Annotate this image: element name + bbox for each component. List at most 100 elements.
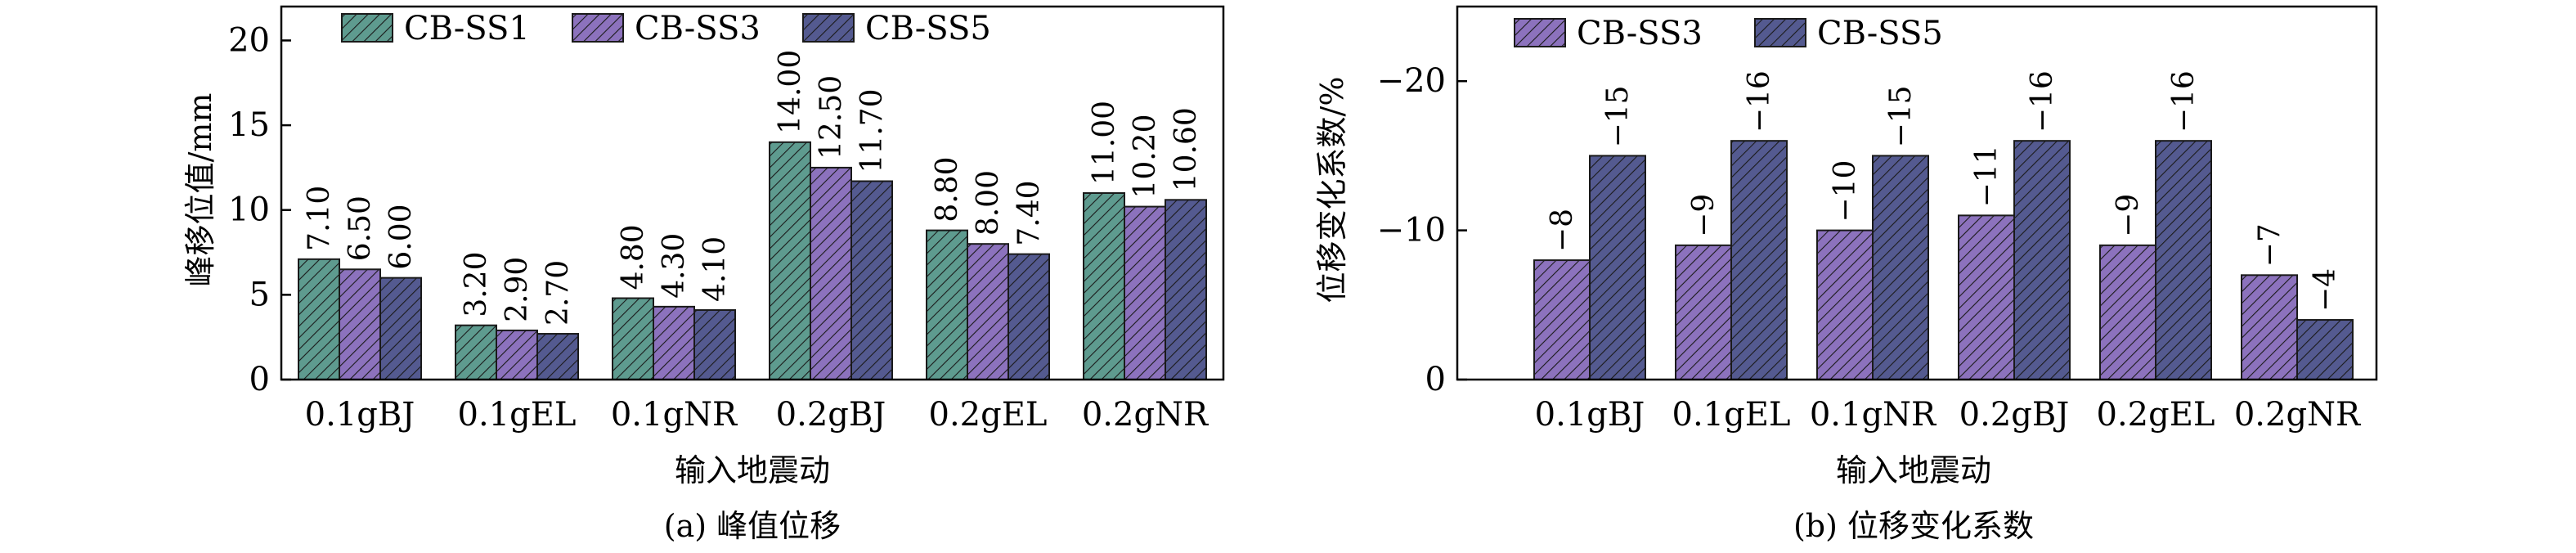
a-x-tick-label-0-1gbj: 0.1gBJ (305, 396, 415, 434)
b-bar-cb-ss3-0-2gel (2099, 244, 2156, 380)
panel-b-legend: CB-SS3 CB-SS5 (1514, 15, 1943, 52)
a-bar-cb-ss1-0-1gel (455, 324, 497, 380)
panel-a-data-labels: 7.10 6.50 6.00 3.20 2.90 2.70 4.80 4.30 4.10 14.0… (303, 50, 1203, 326)
b-bar-cb-ss5-0-1gel (1730, 140, 1788, 380)
a-bar-cb-ss1-0-1gnr (612, 297, 654, 380)
a-data-label-cb-ss5-0-2gel: 7.40 (1012, 180, 1046, 245)
b-x-tick-label-0-2gnr: 0.2gNR (2234, 396, 2362, 434)
panel-b-displacement-coefficient: −8−15−9−16−10−15−11−16−9−16−7−4 0.1gBJ 0.… (1314, 5, 2378, 544)
panel-b-caption: (b) 位移变化系数 (1793, 508, 2034, 544)
b-data-label-cb-ss5-0-2gbj: −16 (2026, 70, 2059, 133)
a-bar-cb-ss5-0-2gnr (1165, 199, 1207, 380)
b-x-tick-label-0-1gel: 0.1gEL (1672, 396, 1791, 434)
a-bar-cb-ss3-0-1gel (496, 329, 538, 380)
a-legend-swatch-cb-ss5 (802, 13, 855, 43)
b-data-label-cb-ss5-0-1gel: −16 (1743, 70, 1776, 133)
b-bar-cb-ss3-0-2gbj (1958, 214, 2015, 380)
a-data-label-cb-ss1-0-1gel: 3.20 (460, 252, 493, 317)
b-y-tick-label-2: −20 (1377, 62, 1446, 100)
a-legend-swatch-cb-ss3 (572, 13, 624, 43)
a-bar-cb-ss1-0-2gbj (769, 141, 811, 380)
a-bar-cb-ss3-0-1gnr (653, 305, 695, 381)
a-legend-swatch-cb-ss1 (341, 13, 393, 43)
b-data-label-cb-ss3-0-1gbj: −8 (1546, 209, 1579, 252)
panel-a-legend: CB-SS1 CB-SS3 CB-SS5 (341, 10, 991, 47)
a-data-label-cb-ss5-0-1gnr: 4.10 (698, 236, 732, 302)
b-legend-swatch-cb-ss5 (1754, 18, 1806, 47)
a-legend-label-cb-ss5: CB-SS5 (865, 10, 991, 47)
b-data-label-cb-ss3-0-2gnr: −7 (2253, 223, 2287, 267)
a-data-label-cb-ss3-0-1gel: 2.90 (500, 257, 534, 322)
panel-b-data-labels: −8 −15 −9 −16 −10 −15 −11 −16 −9 −16 −7 −4 (1546, 70, 2342, 312)
b-data-label-cb-ss3-0-1gnr: −10 (1829, 160, 1862, 223)
a-data-label-cb-ss5-0-1gbj: 6.00 (384, 204, 418, 269)
a-bar-cb-ss1-0-2gel (926, 229, 968, 380)
a-data-label-cb-ss5-0-1gel: 2.70 (541, 260, 575, 326)
a-data-label-cb-ss1-0-1gnr: 4.80 (617, 224, 650, 290)
a-y-tick-label-2: 10 (228, 191, 270, 229)
b-bar-cb-ss5-0-1gnr (1872, 155, 1929, 380)
a-legend-label-cb-ss1: CB-SS1 (404, 10, 530, 47)
a-data-label-cb-ss1-0-2gbj: 14.00 (774, 50, 807, 134)
a-data-label-cb-ss3-0-1gnr: 4.30 (657, 233, 691, 299)
a-data-label-cb-ss1-0-1gbj: 7.10 (303, 186, 336, 251)
panel-a-x-axis-label: 输入地震动 (675, 452, 830, 488)
panel-b-y-axis-label: 位移变化系数/% (1314, 77, 1350, 303)
b-bar-cb-ss5-0-2gnr (2296, 319, 2354, 381)
a-bar-cb-ss5-0-1gel (536, 333, 579, 381)
b-legend-label-cb-ss3: CB-SS3 (1577, 15, 1703, 52)
a-data-label-cb-ss1-0-2gel: 8.80 (931, 156, 964, 222)
a-x-tick-label-0-2gbj: 0.2gBJ (776, 396, 886, 434)
b-data-label-cb-ss3-0-2gel: −9 (2112, 194, 2145, 237)
b-bar-cb-ss5-0-2gbj (2013, 140, 2071, 380)
b-data-label-cb-ss5-0-1gnr: −15 (1884, 85, 1918, 147)
a-bar-cb-ss5-0-1gnr (693, 309, 736, 381)
panel-a-peak-displacement: 7.10 6.50 6.00 3.20 2.90 2.70 4.80 4.30 4.10 14.0… (182, 5, 1225, 544)
a-y-tick-label-3: 15 (228, 106, 270, 144)
a-bar-cb-ss3-0-2gnr (1124, 205, 1166, 380)
b-data-label-cb-ss5-0-2gel: −16 (2167, 70, 2201, 133)
a-data-label-cb-ss5-0-2gbj: 11.70 (855, 88, 889, 173)
b-y-tick-label-1: −10 (1377, 212, 1446, 250)
a-x-tick-label-0-1gel: 0.1gEL (458, 396, 577, 434)
b-x-tick-label-0-1gnr: 0.1gNR (1810, 396, 1937, 434)
a-plot-frame (280, 5, 1225, 381)
a-x-tick-label-0-2gel: 0.2gEL (929, 396, 1048, 434)
b-data-label-cb-ss5-0-1gbj: −15 (1601, 85, 1635, 147)
a-bar-cb-ss5-0-2gel (1008, 253, 1050, 381)
a-y-tick-label-1: 5 (249, 276, 270, 313)
a-data-label-cb-ss1-0-2gnr: 11.00 (1088, 101, 1121, 185)
b-x-tick-label-0-2gbj: 0.2gBJ (1959, 396, 2070, 434)
a-data-label-cb-ss3-0-2gbj: 12.50 (815, 75, 848, 160)
a-x-tick-label-0-1gnr: 0.1gNR (611, 396, 738, 434)
a-x-tick-label-0-2gnr: 0.2gNR (1082, 396, 1209, 434)
b-bar-cb-ss3-0-2gnr (2241, 274, 2298, 381)
b-bar-cb-ss3-0-1gbj (1533, 259, 1591, 380)
a-bar-cb-ss1-0-1gbj (298, 258, 340, 380)
a-data-label-cb-ss5-0-2gnr: 10.60 (1169, 107, 1203, 191)
panel-a-bars (298, 141, 1207, 381)
a-data-label-cb-ss3-0-1gbj: 6.50 (343, 196, 377, 261)
a-data-label-cb-ss3-0-2gnr: 10.20 (1129, 115, 1162, 199)
b-bar-cb-ss5-0-2gel (2155, 140, 2212, 380)
b-legend-swatch-cb-ss3 (1514, 18, 1566, 47)
a-legend-label-cb-ss3: CB-SS3 (635, 10, 761, 47)
b-x-tick-label-0-2gel: 0.2gEL (2097, 396, 2215, 434)
a-bar-cb-ss5-0-2gbj (850, 180, 893, 380)
a-y-tick-label-4: 20 (228, 21, 270, 59)
b-bar-cb-ss5-0-1gbj (1589, 155, 1646, 380)
b-bar-cb-ss3-0-1gel (1675, 244, 1732, 380)
b-plot-frame (1456, 5, 2378, 381)
b-y-tick-label-0: 0 (1425, 361, 1446, 398)
a-y-tick-label-0: 0 (249, 361, 270, 398)
a-data-label-cb-ss3-0-2gel: 8.00 (972, 170, 1005, 236)
b-bar-cb-ss3-0-1gnr (1816, 229, 1874, 380)
panel-b-bars (1533, 140, 2354, 381)
a-bar-cb-ss5-0-1gbj (379, 276, 422, 380)
b-x-tick-label-0-1gbj: 0.1gBJ (1535, 396, 1645, 434)
b-data-label-cb-ss5-0-2gnr: −4 (2309, 268, 2342, 312)
a-bar-cb-ss3-0-2gel (967, 243, 1009, 380)
b-data-label-cb-ss3-0-2gbj: −11 (1970, 145, 2004, 207)
panel-b-axes: 0.1gBJ 0.1gEL 0.1gNR 0.2gBJ 0.2gEL 0.2gNR 0 −10… (1377, 5, 2378, 434)
a-bar-cb-ss3-0-1gbj (339, 268, 381, 381)
